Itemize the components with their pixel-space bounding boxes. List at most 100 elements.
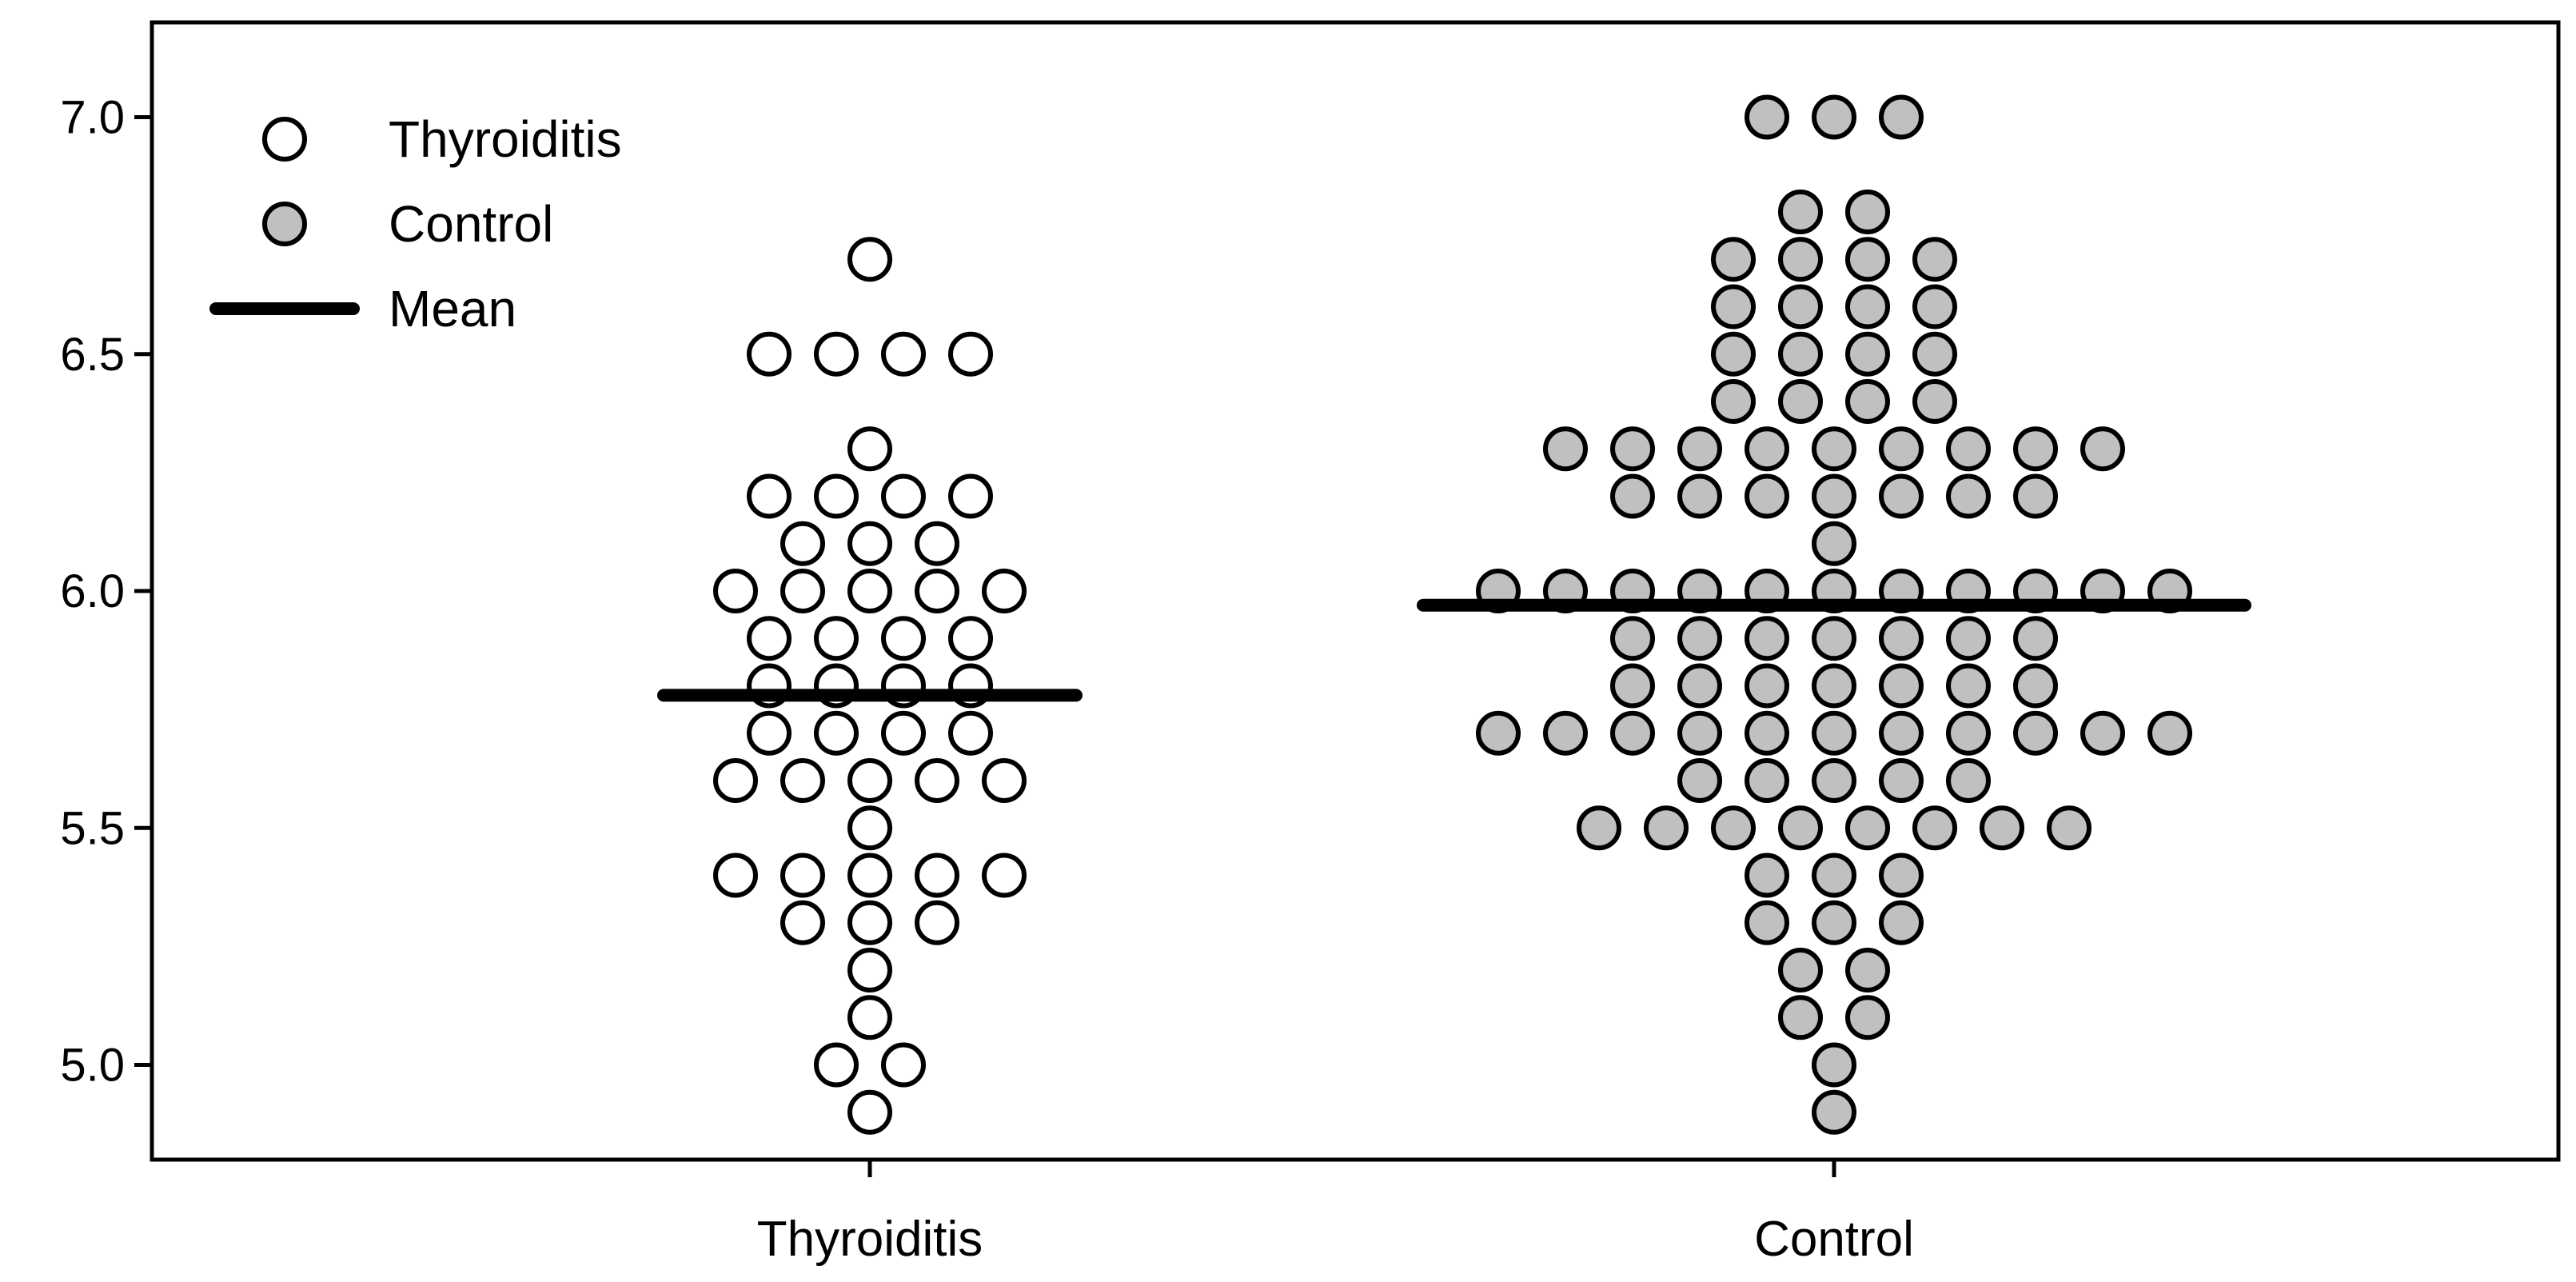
- thyroiditis-point: [847, 1089, 892, 1135]
- legend-label: Thyroiditis: [389, 110, 622, 168]
- legend-label: Mean: [389, 280, 516, 337]
- control-point: [1610, 663, 1655, 709]
- thyroiditis-point: [780, 758, 825, 803]
- control-point: [1778, 948, 1823, 992]
- control-point: [1912, 805, 1957, 851]
- control-point: [1845, 948, 1890, 992]
- control-point: [1845, 805, 1890, 851]
- control-point: [1610, 616, 1655, 661]
- thyroiditis-point: [847, 758, 892, 803]
- thyroiditis-point: [948, 710, 993, 756]
- y-axis: 5.0 5.5 6.0 6.5 7.0: [60, 92, 152, 1092]
- control-point: [1778, 995, 1823, 1040]
- thyroiditis-point: [747, 710, 792, 756]
- control-point: [1543, 426, 1588, 472]
- control-point: [1677, 710, 1722, 756]
- control-point: [1677, 758, 1722, 803]
- thyroiditis-point: [814, 473, 859, 519]
- control-point: [1745, 853, 1789, 898]
- control-point: [1879, 473, 1924, 519]
- control-point: [1745, 710, 1789, 756]
- thyroiditis-point: [881, 473, 926, 519]
- mean-lines: [657, 598, 2251, 702]
- thyroiditis-point: [881, 1042, 926, 1088]
- thyroiditis-point: [915, 521, 959, 566]
- control-point: [1812, 521, 1856, 566]
- control-point: [1946, 426, 1991, 472]
- control-point: [1778, 284, 1823, 329]
- thyroiditis-point: [747, 473, 792, 519]
- plot-frame: [150, 20, 2561, 1162]
- control-point: [1745, 426, 1789, 472]
- thyroiditis-point: [915, 853, 959, 898]
- thyroiditis-point: [847, 521, 892, 566]
- control-point: [1745, 94, 1789, 140]
- control-point: [1845, 379, 1890, 424]
- control-point: [1711, 379, 1756, 424]
- thyroiditis-point: [847, 426, 892, 472]
- control-point: [1812, 1089, 1856, 1135]
- thyroiditis-point: [948, 473, 993, 519]
- thyroiditis-point: [847, 948, 892, 992]
- y-tick-label: 5.5: [60, 802, 125, 854]
- control-point: [2013, 426, 2058, 472]
- control-point: [1677, 616, 1722, 661]
- control-point: [1745, 473, 1789, 519]
- control-point: [1879, 426, 1924, 472]
- control-point: [1879, 900, 1924, 945]
- control-point: [1745, 616, 1789, 661]
- thyroiditis-point: [982, 569, 1027, 613]
- control-point: [1711, 284, 1756, 329]
- thyroiditis-point: [713, 758, 758, 803]
- control-point: [1812, 616, 1856, 661]
- control-point: [1912, 379, 1957, 424]
- control-point: [1812, 94, 1856, 140]
- thyroiditis-point: [982, 853, 1027, 898]
- control-point: [1845, 995, 1890, 1040]
- control-point: [2013, 710, 2058, 756]
- y-tick-label: 7.0: [60, 92, 125, 144]
- thyroiditis-point: [847, 569, 892, 613]
- thyroiditis-point: [713, 853, 758, 898]
- control-point: [1610, 710, 1655, 756]
- control-point: [1745, 758, 1789, 803]
- control-point: [1845, 331, 1890, 377]
- thyroiditis-point: [814, 1042, 859, 1088]
- control-point: [1980, 805, 2024, 851]
- thyroiditis-point: [982, 758, 1027, 803]
- control-point: [1677, 663, 1722, 709]
- control-point: [1677, 426, 1722, 472]
- thyroiditis-point: [915, 900, 959, 945]
- thyroiditis-point: [814, 331, 859, 377]
- thyroiditis-point: [948, 616, 993, 661]
- control-point: [1946, 616, 1991, 661]
- thyroiditis-point: [881, 710, 926, 756]
- control-point: [1745, 663, 1789, 709]
- control-point: [1845, 190, 1890, 234]
- control-point: [1812, 853, 1856, 898]
- control-point: [1845, 237, 1890, 282]
- control-point: [1677, 473, 1722, 519]
- control-point: [1946, 710, 1991, 756]
- control-point: [1610, 426, 1655, 472]
- data-points: [713, 94, 2192, 1135]
- thyroiditis-point: [713, 569, 758, 613]
- legend-control-marker: [262, 202, 307, 246]
- thyroiditis-point: [847, 995, 892, 1040]
- thyroiditis-point: [747, 616, 792, 661]
- thyroiditis-point: [780, 853, 825, 898]
- thyroiditis-point: [780, 521, 825, 566]
- control-point: [1946, 758, 1991, 803]
- thyroiditis-point: [780, 569, 825, 613]
- control-point: [1812, 1042, 1856, 1088]
- control-point: [1879, 853, 1924, 898]
- thyroiditis-point: [915, 569, 959, 613]
- control-point: [1812, 710, 1856, 756]
- thyroiditis-point: [814, 616, 859, 661]
- x-category-label: Thyroiditis: [757, 1212, 983, 1267]
- control-point: [1577, 805, 1621, 851]
- thyroiditis-point: [948, 331, 993, 377]
- thyroiditis-point: [847, 805, 892, 851]
- thyroiditis-point: [915, 758, 959, 803]
